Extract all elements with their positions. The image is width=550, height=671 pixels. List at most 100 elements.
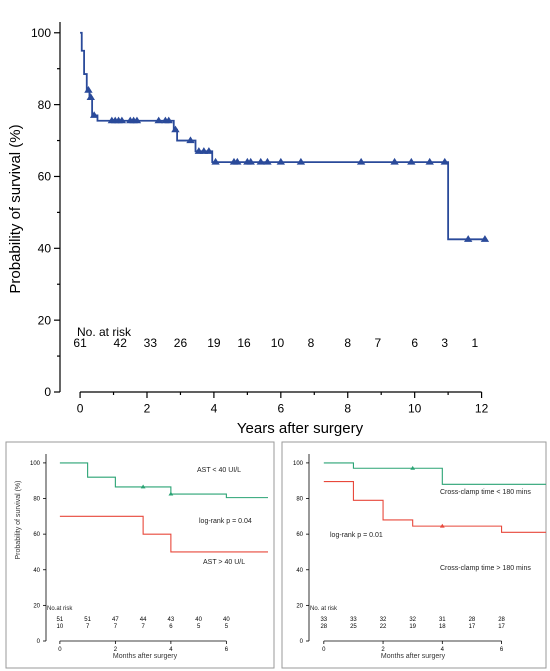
- risk-count: 7: [141, 624, 145, 630]
- y-tick-label: 60: [296, 532, 303, 538]
- x-tick-label: 12: [475, 401, 489, 415]
- x-tick-label: 10: [408, 401, 422, 415]
- ast-survival-chart: Probability of survival (%) Months after…: [15, 454, 268, 660]
- x-tick-label: 2: [381, 647, 385, 653]
- risk-count: 61: [73, 336, 87, 350]
- censor-marker: [84, 86, 93, 93]
- risk-count: 17: [469, 624, 476, 630]
- risk-count: 40: [223, 617, 230, 623]
- x-tick-label: 0: [77, 401, 84, 415]
- censor-marker: [390, 157, 399, 165]
- y-tick-label: 20: [33, 603, 40, 609]
- censor-marker: [296, 157, 306, 165]
- risk-count: 51: [84, 617, 91, 623]
- cross-clamp-survival-chart: Months after surgery Cross-clamp time < …: [293, 454, 546, 660]
- censor-marker: [164, 116, 173, 124]
- x-tick-label: 4: [441, 647, 445, 653]
- risk-count: 31: [439, 617, 446, 623]
- censor-marker: [233, 157, 242, 165]
- risk-count: 25: [350, 624, 357, 630]
- censor-marker: [204, 147, 214, 154]
- risk-count: 51: [57, 617, 64, 623]
- risk-count: 7: [375, 336, 382, 350]
- censor-marker: [410, 465, 416, 470]
- x-axis-label: Months after surgery: [113, 653, 178, 660]
- y-axis-label: Probability of survival (%): [15, 481, 22, 560]
- risk-count: 19: [207, 336, 221, 350]
- y-tick-label: 60: [38, 170, 52, 184]
- risk-count: 33: [350, 617, 357, 623]
- x-axis-label: Months after surgery: [381, 653, 446, 660]
- risk-count: 10: [271, 336, 285, 350]
- at-risk-label: No. at risk: [310, 606, 338, 612]
- risk-count: 1: [472, 336, 479, 350]
- risk-count: 6: [411, 336, 418, 350]
- censor-marker: [439, 523, 445, 528]
- main-survival-chart: Probability of survival (%) Years after …: [7, 22, 490, 437]
- survival-curve-2: [59, 515, 268, 553]
- x-tick-label: 0: [58, 647, 62, 653]
- y-tick-label: 80: [38, 98, 52, 112]
- risk-count: 22: [380, 624, 387, 630]
- y-tick-label: 40: [296, 568, 303, 574]
- censor-marker: [463, 235, 473, 242]
- risk-count: 42: [114, 336, 128, 350]
- series-label-clamp-long: Cross-clamp time > 180 mins: [440, 565, 531, 572]
- right-panel-frame: [281, 441, 547, 669]
- y-tick-label: 40: [33, 568, 40, 574]
- risk-count: 16: [237, 336, 251, 350]
- x-tick-label: 6: [225, 647, 229, 653]
- risk-count: 10: [57, 624, 64, 630]
- risk-count: 44: [140, 617, 147, 623]
- y-tick-label: 80: [33, 497, 40, 503]
- y-tick-label: 100: [30, 461, 41, 467]
- censor-marker: [117, 116, 127, 124]
- left-panel-frame: [5, 441, 275, 669]
- risk-count: 28: [498, 617, 505, 623]
- risk-count: 26: [174, 336, 188, 350]
- at-risk-label: No. at risk: [77, 325, 132, 339]
- censor-marker: [407, 157, 416, 165]
- log-rank-annotation: log-rank p = 0.04: [199, 518, 252, 525]
- risk-count: 17: [498, 624, 505, 630]
- censor-marker: [440, 157, 449, 165]
- risk-count: 33: [144, 336, 158, 350]
- y-tick-label: 40: [38, 242, 52, 256]
- x-tick-label: 2: [144, 401, 151, 415]
- risk-count: 18: [439, 624, 446, 630]
- risk-count: 7: [86, 624, 90, 630]
- y-tick-label: 20: [296, 603, 303, 609]
- risk-count: 5: [197, 624, 201, 630]
- censor-marker: [89, 111, 99, 118]
- censor-marker: [256, 157, 265, 165]
- censor-marker: [425, 157, 434, 165]
- censor-marker: [246, 157, 255, 165]
- risk-count: 43: [168, 617, 175, 623]
- censor-marker: [211, 157, 220, 165]
- x-tick-label: 0: [322, 647, 326, 653]
- y-tick-label: 80: [296, 497, 303, 503]
- risk-count: 32: [409, 617, 416, 623]
- y-tick-label: 60: [33, 532, 40, 538]
- risk-count: 6: [169, 624, 173, 630]
- risk-count: 5: [225, 624, 229, 630]
- risk-count: 8: [308, 336, 315, 350]
- censor-marker: [263, 157, 272, 165]
- y-tick-label: 20: [38, 313, 52, 327]
- x-tick-label: 8: [344, 401, 351, 415]
- x-tick-label: 4: [169, 647, 173, 653]
- survival-curve-1: [80, 31, 485, 241]
- risk-count: 47: [112, 617, 119, 623]
- series-label-clamp-short: Cross-clamp time < 180 mins: [440, 489, 531, 496]
- y-tick-label: 0: [300, 639, 304, 645]
- x-tick-label: 6: [500, 647, 504, 653]
- censor-marker: [171, 125, 180, 133]
- censor-marker: [154, 116, 163, 124]
- censor-marker: [140, 484, 146, 489]
- y-axis-label: Probability of survival (%): [7, 124, 24, 293]
- risk-count: 3: [441, 336, 448, 350]
- survival-curve-2: [323, 481, 546, 533]
- censor-marker: [168, 491, 174, 496]
- survival-curve-1: [323, 462, 546, 485]
